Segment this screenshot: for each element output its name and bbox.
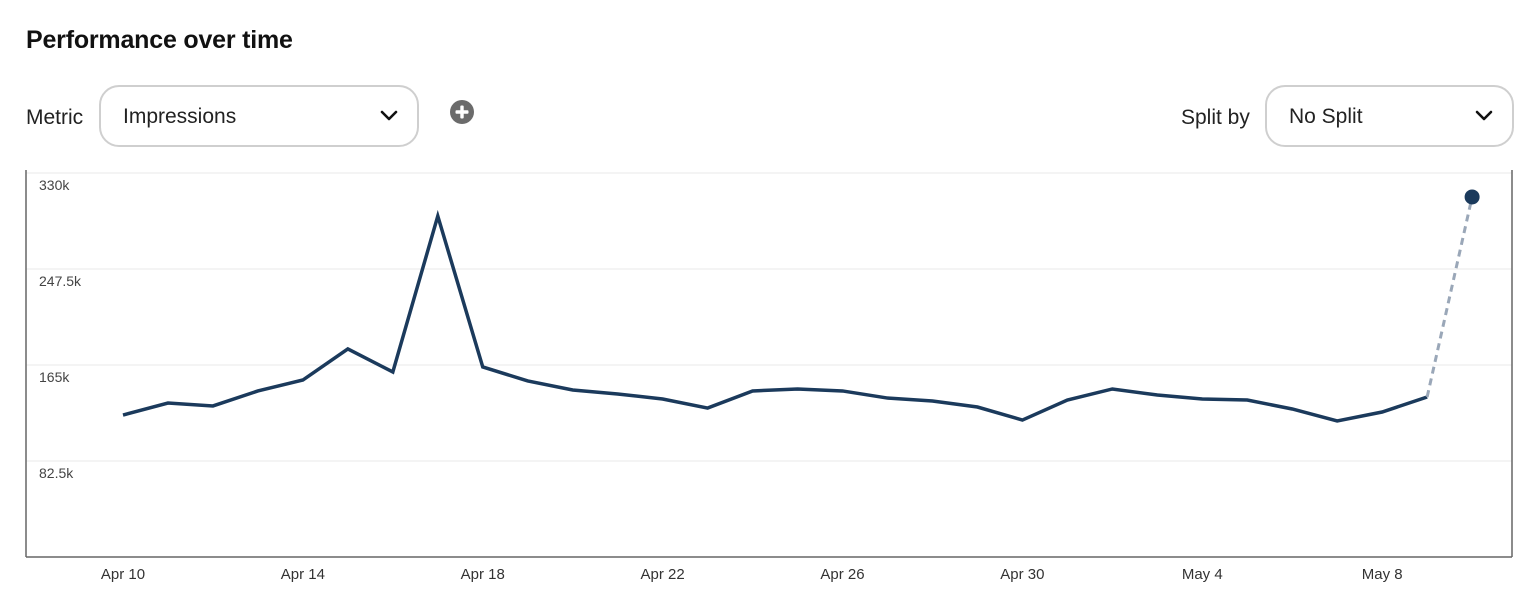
split-by-label: Split by (1181, 106, 1250, 129)
y-tick-label: 247.5k (39, 273, 82, 289)
x-tick-label: Apr 26 (820, 566, 865, 583)
impressions-line (122, 209, 1428, 423)
metric-label: Metric (26, 106, 84, 129)
x-tick-label: Apr 30 (1000, 566, 1045, 583)
y-tick-label: 82.5k (39, 465, 74, 481)
x-tick-label: Apr 14 (280, 566, 325, 583)
chevron-down-icon (380, 110, 398, 121)
x-tick-label: Apr 22 (640, 566, 685, 583)
x-tick-label: Apr 18 (460, 566, 505, 583)
x-tick-label: Apr 10 (100, 566, 146, 583)
split-by-select-value: No Split (1289, 105, 1363, 128)
impressions-projection-line (1425, 196, 1474, 398)
metric-select-value: Impressions (123, 105, 237, 128)
chart-gridlines (26, 172, 1512, 462)
x-tick-label: May 4 (1181, 566, 1223, 583)
plus-circle-icon[interactable] (449, 99, 475, 125)
y-tick-label: 330k (39, 177, 70, 193)
x-tick-label: May 8 (1361, 566, 1403, 583)
chevron-down-icon (1475, 110, 1493, 121)
metric-select[interactable]: Impressions (99, 85, 419, 147)
y-tick-label: 165k (39, 369, 70, 385)
split-by-select[interactable]: No Split (1265, 85, 1514, 147)
latest-data-point[interactable] (1464, 189, 1480, 205)
page-title: Performance over time (26, 26, 293, 54)
